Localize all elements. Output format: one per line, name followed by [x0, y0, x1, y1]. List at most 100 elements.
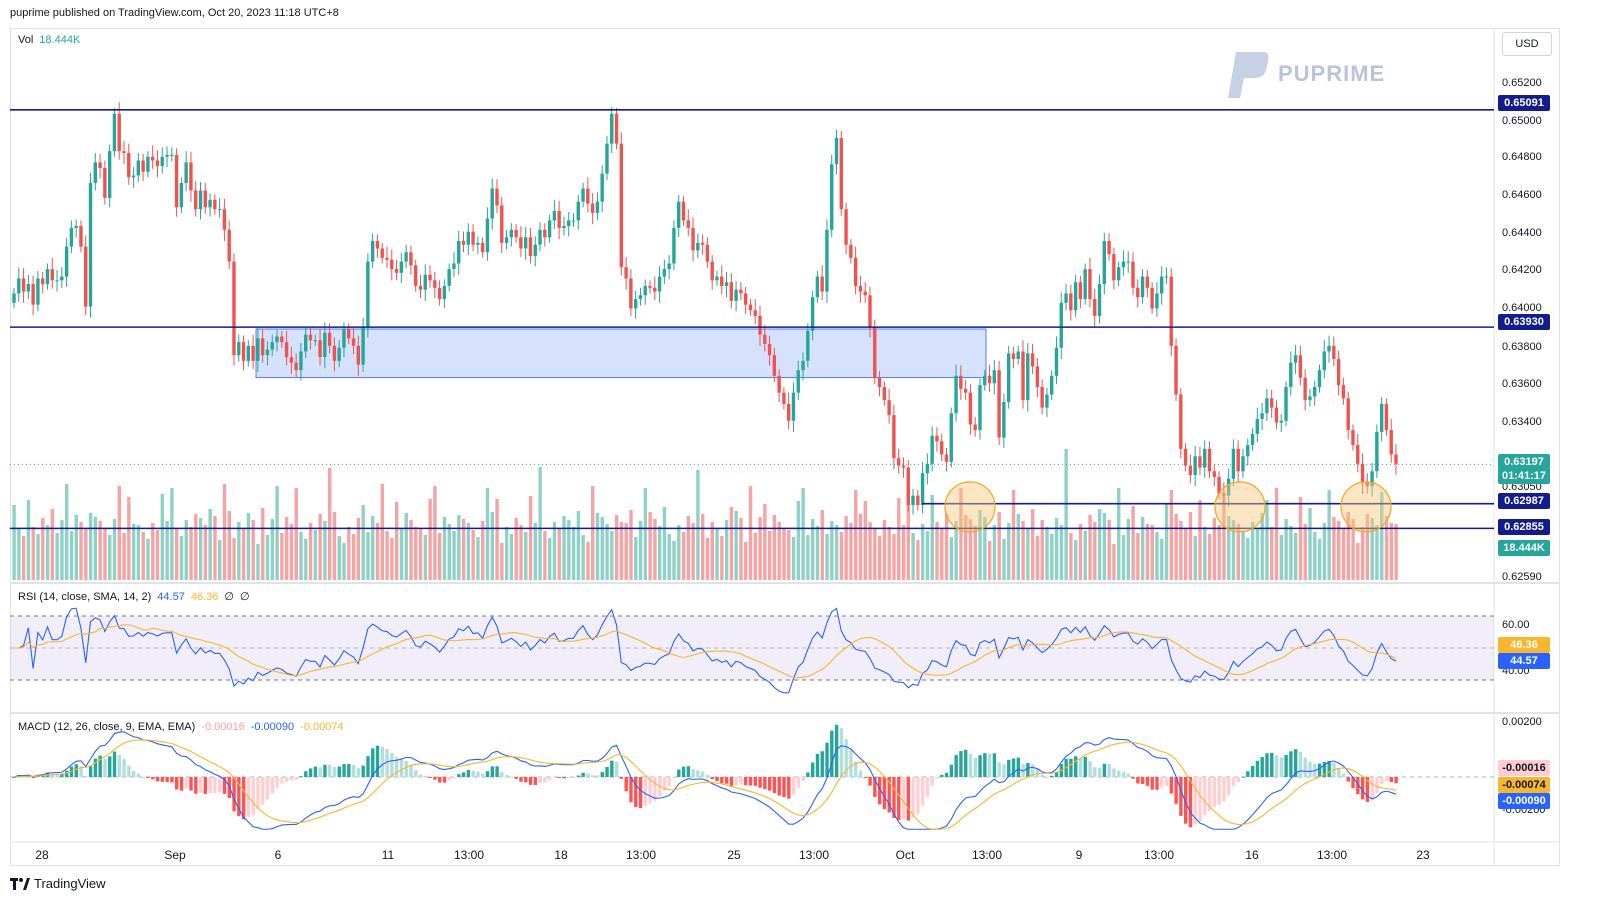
volume-bar — [930, 495, 934, 580]
macd-histogram-bar — [509, 776, 514, 778]
volume-bar — [1069, 533, 1073, 580]
candle-body — [963, 388, 968, 393]
candle-body — [394, 269, 399, 273]
volume-bar — [643, 488, 648, 580]
macd-histogram-bar — [404, 761, 408, 777]
volume-bar — [944, 513, 949, 580]
macd-histogram-bar — [547, 777, 552, 781]
volume-bar — [390, 538, 394, 580]
macd-histogram-bar — [1341, 773, 1346, 777]
volume-bar — [954, 521, 958, 580]
macd-histogram-bar — [313, 766, 318, 777]
macd-histogram-bar — [729, 777, 734, 786]
macd-histogram-bar — [600, 772, 604, 777]
candle-body — [1207, 448, 1212, 472]
macd-histogram-bar — [504, 775, 509, 777]
macd-histogram-bar — [1040, 774, 1044, 777]
volume-bar — [1241, 531, 1245, 580]
candle-body — [1274, 407, 1279, 423]
macd-histogram-bar — [1384, 777, 1389, 782]
time-tick-label: 13:00 — [971, 848, 1003, 862]
macd-histogram-bar — [629, 777, 633, 803]
volume-bar — [318, 514, 322, 580]
volume-bar — [834, 525, 839, 580]
macd-histogram-bar — [461, 772, 466, 777]
candle-body — [452, 263, 456, 270]
macd-histogram-bar — [854, 761, 858, 777]
candle-body — [1107, 241, 1111, 255]
candle-body — [237, 342, 241, 356]
volume-legend-label: Vol — [18, 34, 34, 46]
volume-bar — [562, 516, 566, 580]
volume-bar — [74, 515, 78, 580]
macd-histogram-bar — [131, 771, 136, 777]
macd-histogram-bar — [552, 777, 557, 778]
macd-histogram-bar — [1083, 756, 1087, 777]
macd-histogram-bar — [1317, 763, 1322, 777]
macd-histogram-bar — [442, 777, 447, 783]
candle-body — [586, 188, 590, 204]
macd-histogram-bar — [1222, 777, 1226, 802]
candle-body — [179, 182, 184, 208]
volume-bar — [892, 534, 896, 580]
macd-line — [13, 731, 1397, 830]
candle-body — [791, 392, 796, 421]
candle-body — [1040, 387, 1044, 408]
volume-bar — [1007, 523, 1011, 580]
macd-histogram-bar — [170, 777, 174, 783]
macd-histogram-bar — [347, 763, 351, 777]
candle-body — [260, 338, 265, 356]
macd-histogram-bar — [992, 753, 997, 777]
candle-body — [1341, 385, 1346, 399]
volume-bar — [423, 535, 428, 580]
volume-bar — [1126, 519, 1131, 580]
candle-body — [122, 151, 126, 154]
volume-bar — [791, 537, 796, 580]
candle-body — [595, 201, 600, 213]
rsi-legend[interactable]: RSI (14, close, SMA, 14, 2) 44.57 46.36 ∅ ∅ — [18, 590, 256, 603]
candle-body — [935, 435, 939, 442]
candle-body — [155, 160, 160, 167]
macd-histogram-bar — [60, 774, 64, 777]
macd-histogram-bar — [1298, 751, 1303, 777]
volume-bar — [729, 507, 734, 580]
candle-body — [696, 242, 700, 251]
macd-histogram-bar — [844, 739, 848, 777]
volume-bar — [160, 494, 165, 580]
volume-bar — [1260, 513, 1264, 580]
macd-histogram-bar — [873, 777, 877, 797]
candle-body — [1365, 482, 1370, 487]
footer: TradingView — [10, 876, 106, 891]
candle-body — [868, 295, 872, 328]
logo-text: PUPRIME — [1278, 61, 1386, 86]
candle-body — [1370, 471, 1374, 487]
candle-body — [112, 113, 117, 152]
candle-body — [892, 415, 896, 459]
volume-bar — [1384, 516, 1389, 580]
macd-histogram-bar — [624, 777, 628, 792]
price-tag-level: 0.63930 — [1498, 314, 1550, 330]
macd-signal-legend-value: -0.00074 — [300, 721, 344, 733]
volume-bar — [614, 515, 619, 580]
macd-histogram-bar — [471, 770, 475, 777]
candle-body — [313, 340, 317, 342]
currency-button[interactable]: USD — [1502, 32, 1552, 56]
time-tick-label: 13:00 — [1143, 848, 1175, 862]
macd-histogram-bar — [1389, 777, 1394, 783]
macd-legend[interactable]: MACD (12, 26, close, 9, EMA, EMA) -0.0001… — [18, 721, 350, 733]
volume-bar — [17, 529, 21, 580]
candle-body — [351, 338, 356, 346]
candle-body — [523, 237, 528, 249]
candle-body — [1222, 493, 1226, 496]
price-tick-label: 0.65000 — [1502, 115, 1542, 127]
candle-body — [1093, 299, 1097, 316]
macd-histogram-bar — [916, 777, 920, 815]
volume-bar — [1002, 539, 1006, 580]
candle-body — [1332, 345, 1336, 359]
volume-bar — [1188, 512, 1193, 580]
volume-bar — [112, 519, 117, 580]
candle-body — [418, 285, 423, 290]
time-tick-label: 16 — [1245, 848, 1259, 862]
volume-bar — [289, 524, 294, 580]
